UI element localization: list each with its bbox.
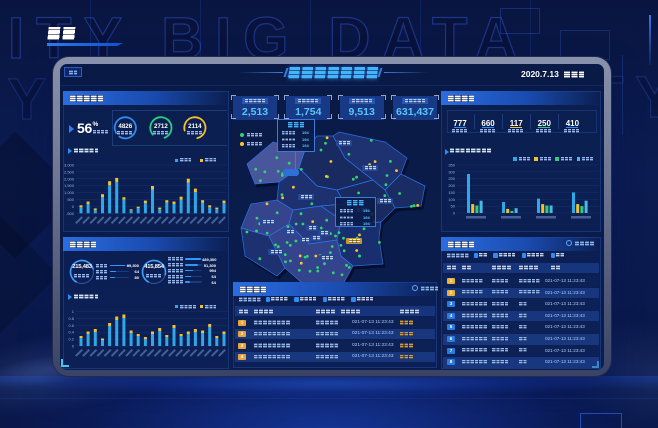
svg-text:250: 250 [448,176,455,181]
svg-text:1,500: 1,500 [64,183,75,188]
svg-text:0: 0 [453,211,456,216]
svg-text:-500: -500 [66,211,75,216]
svg-text:2,500: 2,500 [64,169,75,174]
svg-text:0.6: 0.6 [68,322,74,327]
svg-text:500: 500 [67,197,74,202]
svg-text:1,000: 1,000 [64,190,75,195]
svg-text:350: 350 [448,163,455,168]
svg-text:2,000: 2,000 [64,176,75,181]
svg-text:150: 150 [448,190,455,195]
svg-text:100: 100 [448,197,455,202]
svg-text:0.2: 0.2 [68,336,74,341]
svg-text:300: 300 [448,169,455,174]
svg-text:0.8: 0.8 [68,315,74,320]
svg-text:0: 0 [72,343,75,348]
svg-text:0.4: 0.4 [68,329,74,334]
svg-text:1: 1 [72,309,75,314]
svg-text:0: 0 [72,204,75,209]
svg-text:3,000: 3,000 [64,163,75,168]
svg-text:50: 50 [451,204,456,209]
svg-text:200: 200 [448,183,455,188]
